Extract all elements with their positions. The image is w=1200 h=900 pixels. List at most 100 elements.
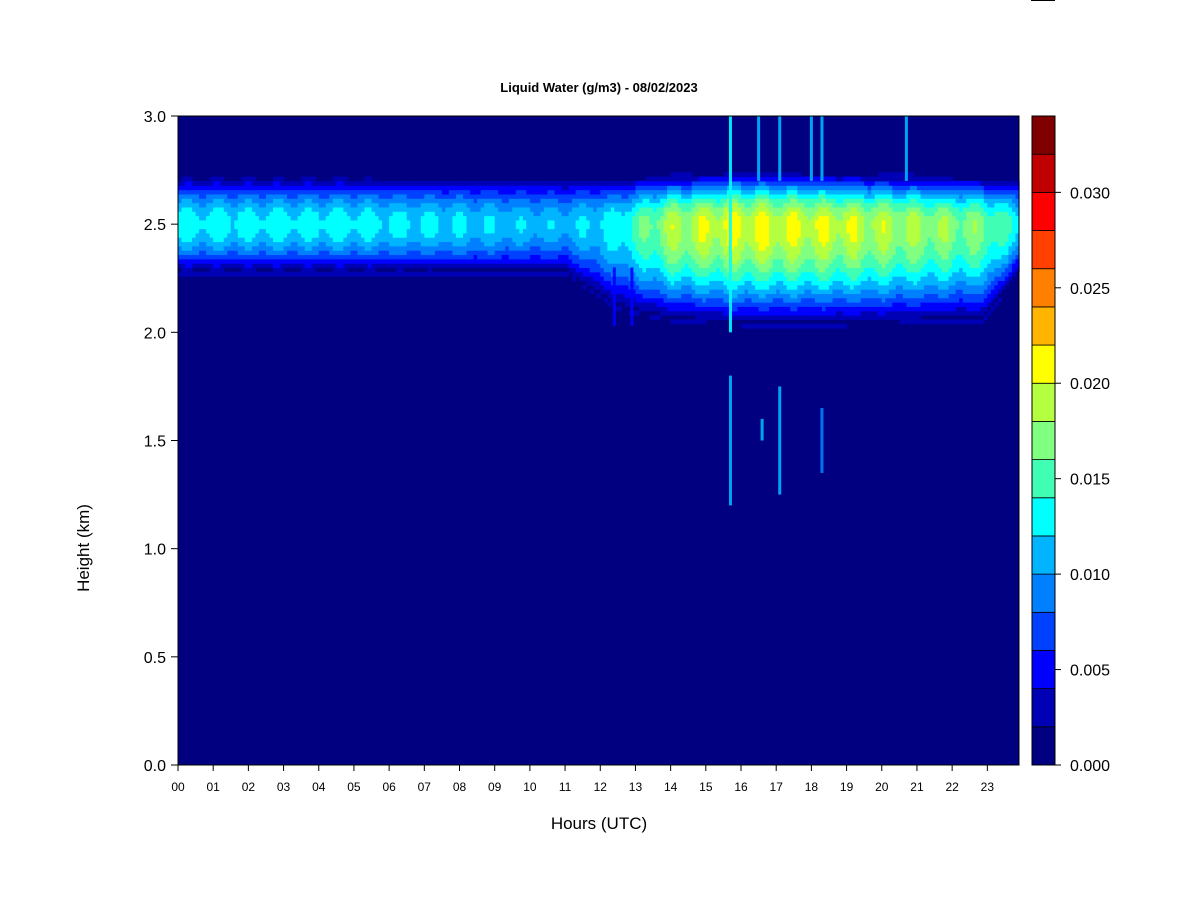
heatmap-cell	[543, 237, 549, 243]
heatmap-cell	[265, 258, 271, 264]
heatmap-cell	[596, 271, 601, 277]
heatmap-cell	[811, 189, 816, 195]
heatmap-cell	[427, 267, 432, 273]
heatmap-cell	[642, 302, 647, 307]
heatmap-cell	[698, 276, 703, 282]
heatmap-cell	[698, 289, 703, 294]
heatmap-cell	[688, 271, 693, 277]
heatmap-cell	[691, 254, 696, 260]
heatmap-cell	[783, 302, 788, 307]
heatmap-cell	[181, 193, 186, 199]
heatmap-cell	[265, 211, 271, 217]
heatmap-cell	[290, 215, 295, 221]
heatmap-cell	[765, 271, 770, 277]
heatmap-cell	[712, 224, 717, 230]
heatmap-cell	[843, 215, 848, 221]
heatmap-cell	[762, 250, 767, 256]
heatmap-cell	[646, 293, 651, 299]
heatmap-cell	[638, 202, 644, 208]
heatmap-cell	[832, 276, 837, 282]
heatmap-cell	[607, 293, 612, 299]
heatmap-cell	[427, 241, 432, 247]
heatmap-cell	[638, 228, 644, 234]
heatmap-cell	[646, 306, 651, 312]
heatmap-cell	[434, 185, 439, 191]
heatmap-cell	[318, 271, 323, 277]
heatmap-cell	[649, 280, 654, 286]
heatmap-cell	[448, 185, 454, 191]
heatmap-cell	[575, 254, 580, 260]
heatmap-cell	[779, 224, 784, 230]
heatmap-cell	[202, 219, 207, 225]
heatmap-cell	[596, 237, 601, 243]
heatmap-cell	[273, 228, 278, 234]
heatmap-cell	[262, 215, 267, 221]
heatmap-cell	[216, 263, 221, 269]
heatmap-cell	[258, 228, 264, 234]
heatmap-cell	[779, 215, 784, 221]
heatmap-cell	[825, 280, 830, 286]
heatmap-cell	[431, 254, 436, 260]
heatmap-cell	[258, 180, 264, 186]
heatmap-cell	[280, 202, 285, 208]
heatmap-cell	[828, 198, 834, 204]
heatmap-cell	[547, 232, 552, 238]
heatmap-cell	[843, 237, 848, 243]
heatmap-cell	[786, 198, 791, 204]
heatmap-cell	[378, 185, 383, 191]
heatmap-cell	[346, 185, 352, 191]
heatmap-cell	[698, 302, 703, 307]
heatmap-cell	[772, 193, 777, 199]
heatmap-cell	[709, 280, 714, 286]
heatmap-cell	[494, 254, 499, 260]
heatmap-cell	[705, 241, 710, 247]
heatmap-cell	[304, 206, 309, 212]
heatmap-cell	[181, 263, 186, 269]
heatmap-cell	[667, 293, 672, 299]
heatmap-cell	[350, 189, 355, 195]
heatmap-cell	[195, 193, 200, 199]
heatmap-cell	[336, 176, 341, 182]
heatmap-cell	[431, 185, 436, 191]
heatmap-cell	[811, 254, 816, 260]
heatmap-cell	[551, 228, 556, 234]
heatmap-cell	[195, 202, 200, 208]
heatmap-cell	[477, 271, 482, 277]
heatmap-cell	[779, 276, 784, 282]
heatmap-cell	[635, 254, 640, 260]
heatmap-cell	[832, 241, 837, 247]
heatmap-cell	[382, 198, 387, 204]
heatmap-cell	[638, 206, 644, 212]
heatmap-cell	[635, 219, 640, 225]
heatmap-cell	[434, 237, 439, 243]
heatmap-cell	[702, 193, 707, 199]
heatmap-cell	[280, 219, 285, 225]
heatmap-cell	[512, 185, 517, 191]
heatmap-cell	[772, 280, 777, 286]
heatmap-cell	[280, 206, 285, 212]
heatmap-cell	[322, 237, 327, 243]
heatmap-cell	[667, 237, 672, 243]
heatmap-cell	[846, 280, 851, 286]
heatmap-cell	[779, 245, 784, 251]
heatmap-cell	[417, 185, 422, 191]
heatmap-cell	[624, 198, 630, 204]
heatmap-cell	[603, 258, 608, 264]
heatmap-cell	[547, 185, 552, 191]
heatmap-cell	[237, 228, 242, 234]
heatmap-cell	[667, 306, 672, 312]
heatmap-cell	[790, 228, 795, 234]
heatmap-cell	[730, 289, 735, 294]
heatmap-cell	[350, 215, 355, 221]
heatmap-cell	[688, 289, 693, 294]
heatmap-cell	[223, 189, 228, 195]
heatmap-cell	[301, 245, 306, 251]
heatmap-cell	[434, 271, 439, 277]
heatmap-cell	[807, 245, 812, 251]
heatmap-cell	[698, 297, 703, 303]
heatmap-cell	[448, 254, 454, 260]
heatmap-cell	[185, 202, 190, 208]
heatmap-cell	[579, 237, 584, 243]
heatmap-cell	[596, 211, 601, 217]
heatmap-cell	[368, 232, 373, 238]
